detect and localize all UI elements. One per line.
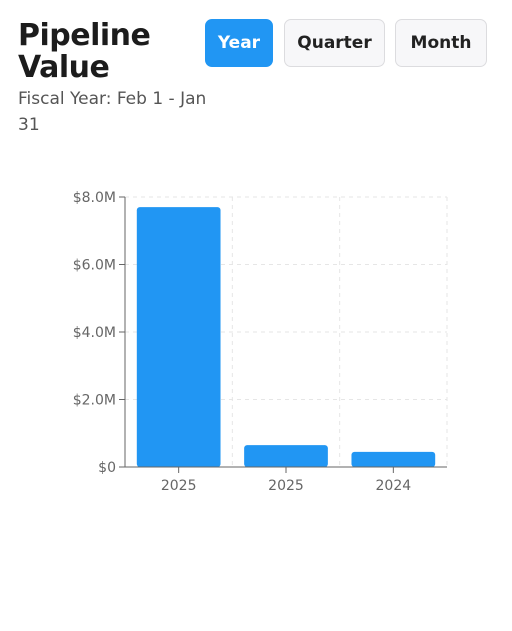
- bar-2: [351, 451, 436, 467]
- y-tick-label: $2.0M: [73, 393, 116, 409]
- pipeline-bar-chart: $0 $2.0M $4.0M $6.0M $8.0M 2025 2025 2024: [73, 190, 448, 494]
- x-tick-label: 2025: [268, 478, 304, 494]
- y-tick-label: $4.0M: [73, 325, 116, 341]
- y-tick-label: $8.0M: [73, 190, 116, 206]
- bar-1: [244, 445, 328, 467]
- y-tick-label: $0: [98, 460, 116, 476]
- quarter-button[interactable]: Quarter: [284, 19, 385, 67]
- month-button[interactable]: Month: [395, 19, 487, 67]
- year-button[interactable]: Year: [205, 19, 273, 67]
- fiscal-year-subtitle: Fiscal Year: Feb 1 - Jan 31: [18, 89, 207, 135]
- x-tick-label: 2024: [376, 478, 412, 494]
- y-tick-label: $6.0M: [73, 258, 116, 274]
- page-title: Pipeline Value: [18, 18, 151, 85]
- bar-0: [136, 207, 221, 467]
- x-tick-label: 2025: [161, 478, 197, 494]
